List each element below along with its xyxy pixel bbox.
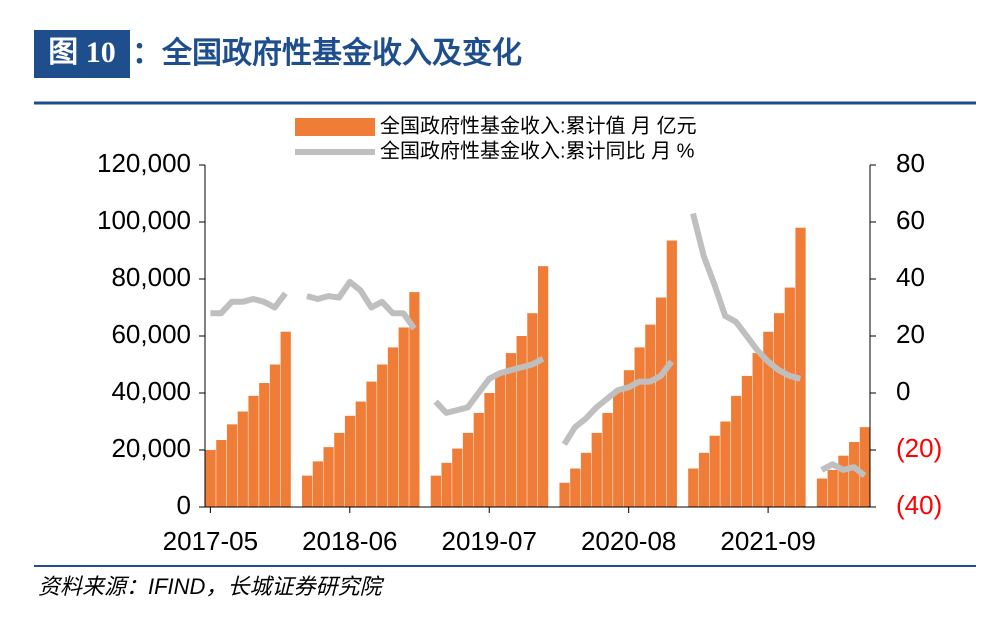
- bar: [591, 432, 602, 507]
- bar: [709, 435, 720, 507]
- header-label: 图 10: [48, 36, 116, 69]
- bar: [280, 331, 291, 507]
- bar: [602, 412, 613, 507]
- bar: [666, 240, 677, 507]
- bar: [248, 395, 259, 507]
- bar: [452, 448, 463, 507]
- bar: [731, 395, 742, 507]
- header-title: ：全国政府性基金收入及变化: [132, 36, 522, 70]
- x-tick-label: 2017-05: [163, 526, 258, 556]
- bar: [441, 462, 452, 507]
- bar: [344, 415, 356, 507]
- bar: [259, 383, 270, 507]
- header-box: [34, 30, 130, 78]
- bar: [849, 442, 860, 507]
- bar: [580, 452, 592, 507]
- bar: [720, 421, 731, 507]
- bar: [398, 327, 409, 507]
- bar: [784, 287, 795, 507]
- bar: [302, 475, 313, 507]
- bar: [473, 412, 484, 507]
- y-tick-label: 40,000: [111, 376, 191, 406]
- y2-tick-label: 0: [896, 376, 910, 406]
- bar: [505, 353, 517, 507]
- bar: [355, 401, 366, 507]
- bar: [366, 381, 377, 507]
- bar: [634, 347, 645, 507]
- y2-tick-label: (20): [896, 433, 942, 463]
- line: [210, 212, 867, 478]
- bar: [613, 390, 624, 507]
- bar: [269, 364, 281, 507]
- y2-tick-label: (40): [896, 490, 942, 520]
- bar: [409, 292, 420, 507]
- y-tick-label: 20,000: [111, 433, 191, 463]
- bar: [462, 432, 474, 507]
- y2-tick-label: 20: [896, 319, 925, 349]
- bar: [377, 364, 388, 507]
- bar: [752, 353, 763, 507]
- y-tick-label: 0: [177, 490, 191, 520]
- bar: [698, 452, 710, 507]
- x-tick-label: 2019-07: [442, 526, 537, 556]
- bar: [816, 478, 828, 507]
- bar: [655, 297, 667, 507]
- y-tick-label: 60,000: [111, 319, 191, 349]
- legend-label: 全国政府性基金收入:累计值 月 亿元: [380, 114, 697, 137]
- bar: [763, 331, 774, 507]
- bar: [688, 468, 699, 507]
- bar: [773, 313, 785, 507]
- bar: [216, 440, 227, 507]
- bar: [623, 370, 635, 507]
- legend-label: 全国政府性基金收入:累计同比 月 %: [380, 139, 695, 162]
- bar: [484, 393, 495, 507]
- bar: [827, 469, 838, 507]
- bar: [559, 482, 570, 507]
- bar: [312, 461, 323, 507]
- y2-tick-label: 40: [896, 262, 925, 292]
- x-tick-label: 2021-09: [720, 526, 815, 556]
- legend-swatch: [295, 118, 375, 136]
- y-tick-label: 100,000: [97, 205, 191, 235]
- y-tick-label: 120,000: [97, 148, 191, 178]
- source: 资料来源：IFIND，长城证券研究院: [38, 574, 384, 599]
- bar: [226, 424, 238, 507]
- bar: [205, 450, 216, 507]
- bar: [859, 427, 870, 507]
- bar: [323, 447, 334, 507]
- y2-tick-label: 80: [896, 148, 925, 178]
- bar: [645, 324, 656, 507]
- bar: [570, 468, 581, 507]
- bar: [237, 411, 248, 507]
- bar: [795, 227, 806, 507]
- bar: [538, 266, 549, 507]
- y-tick-label: 80,000: [111, 262, 191, 292]
- bar: [387, 347, 399, 507]
- x-tick-label: 2020-08: [581, 526, 676, 556]
- bar: [495, 373, 506, 507]
- bar: [838, 455, 849, 507]
- bar: [430, 475, 441, 507]
- bar: [334, 432, 345, 507]
- bar: [516, 336, 527, 507]
- y2-tick-label: 60: [896, 205, 925, 235]
- bar: [527, 313, 538, 507]
- bar: [741, 375, 753, 507]
- x-tick-label: 2018-06: [302, 526, 397, 556]
